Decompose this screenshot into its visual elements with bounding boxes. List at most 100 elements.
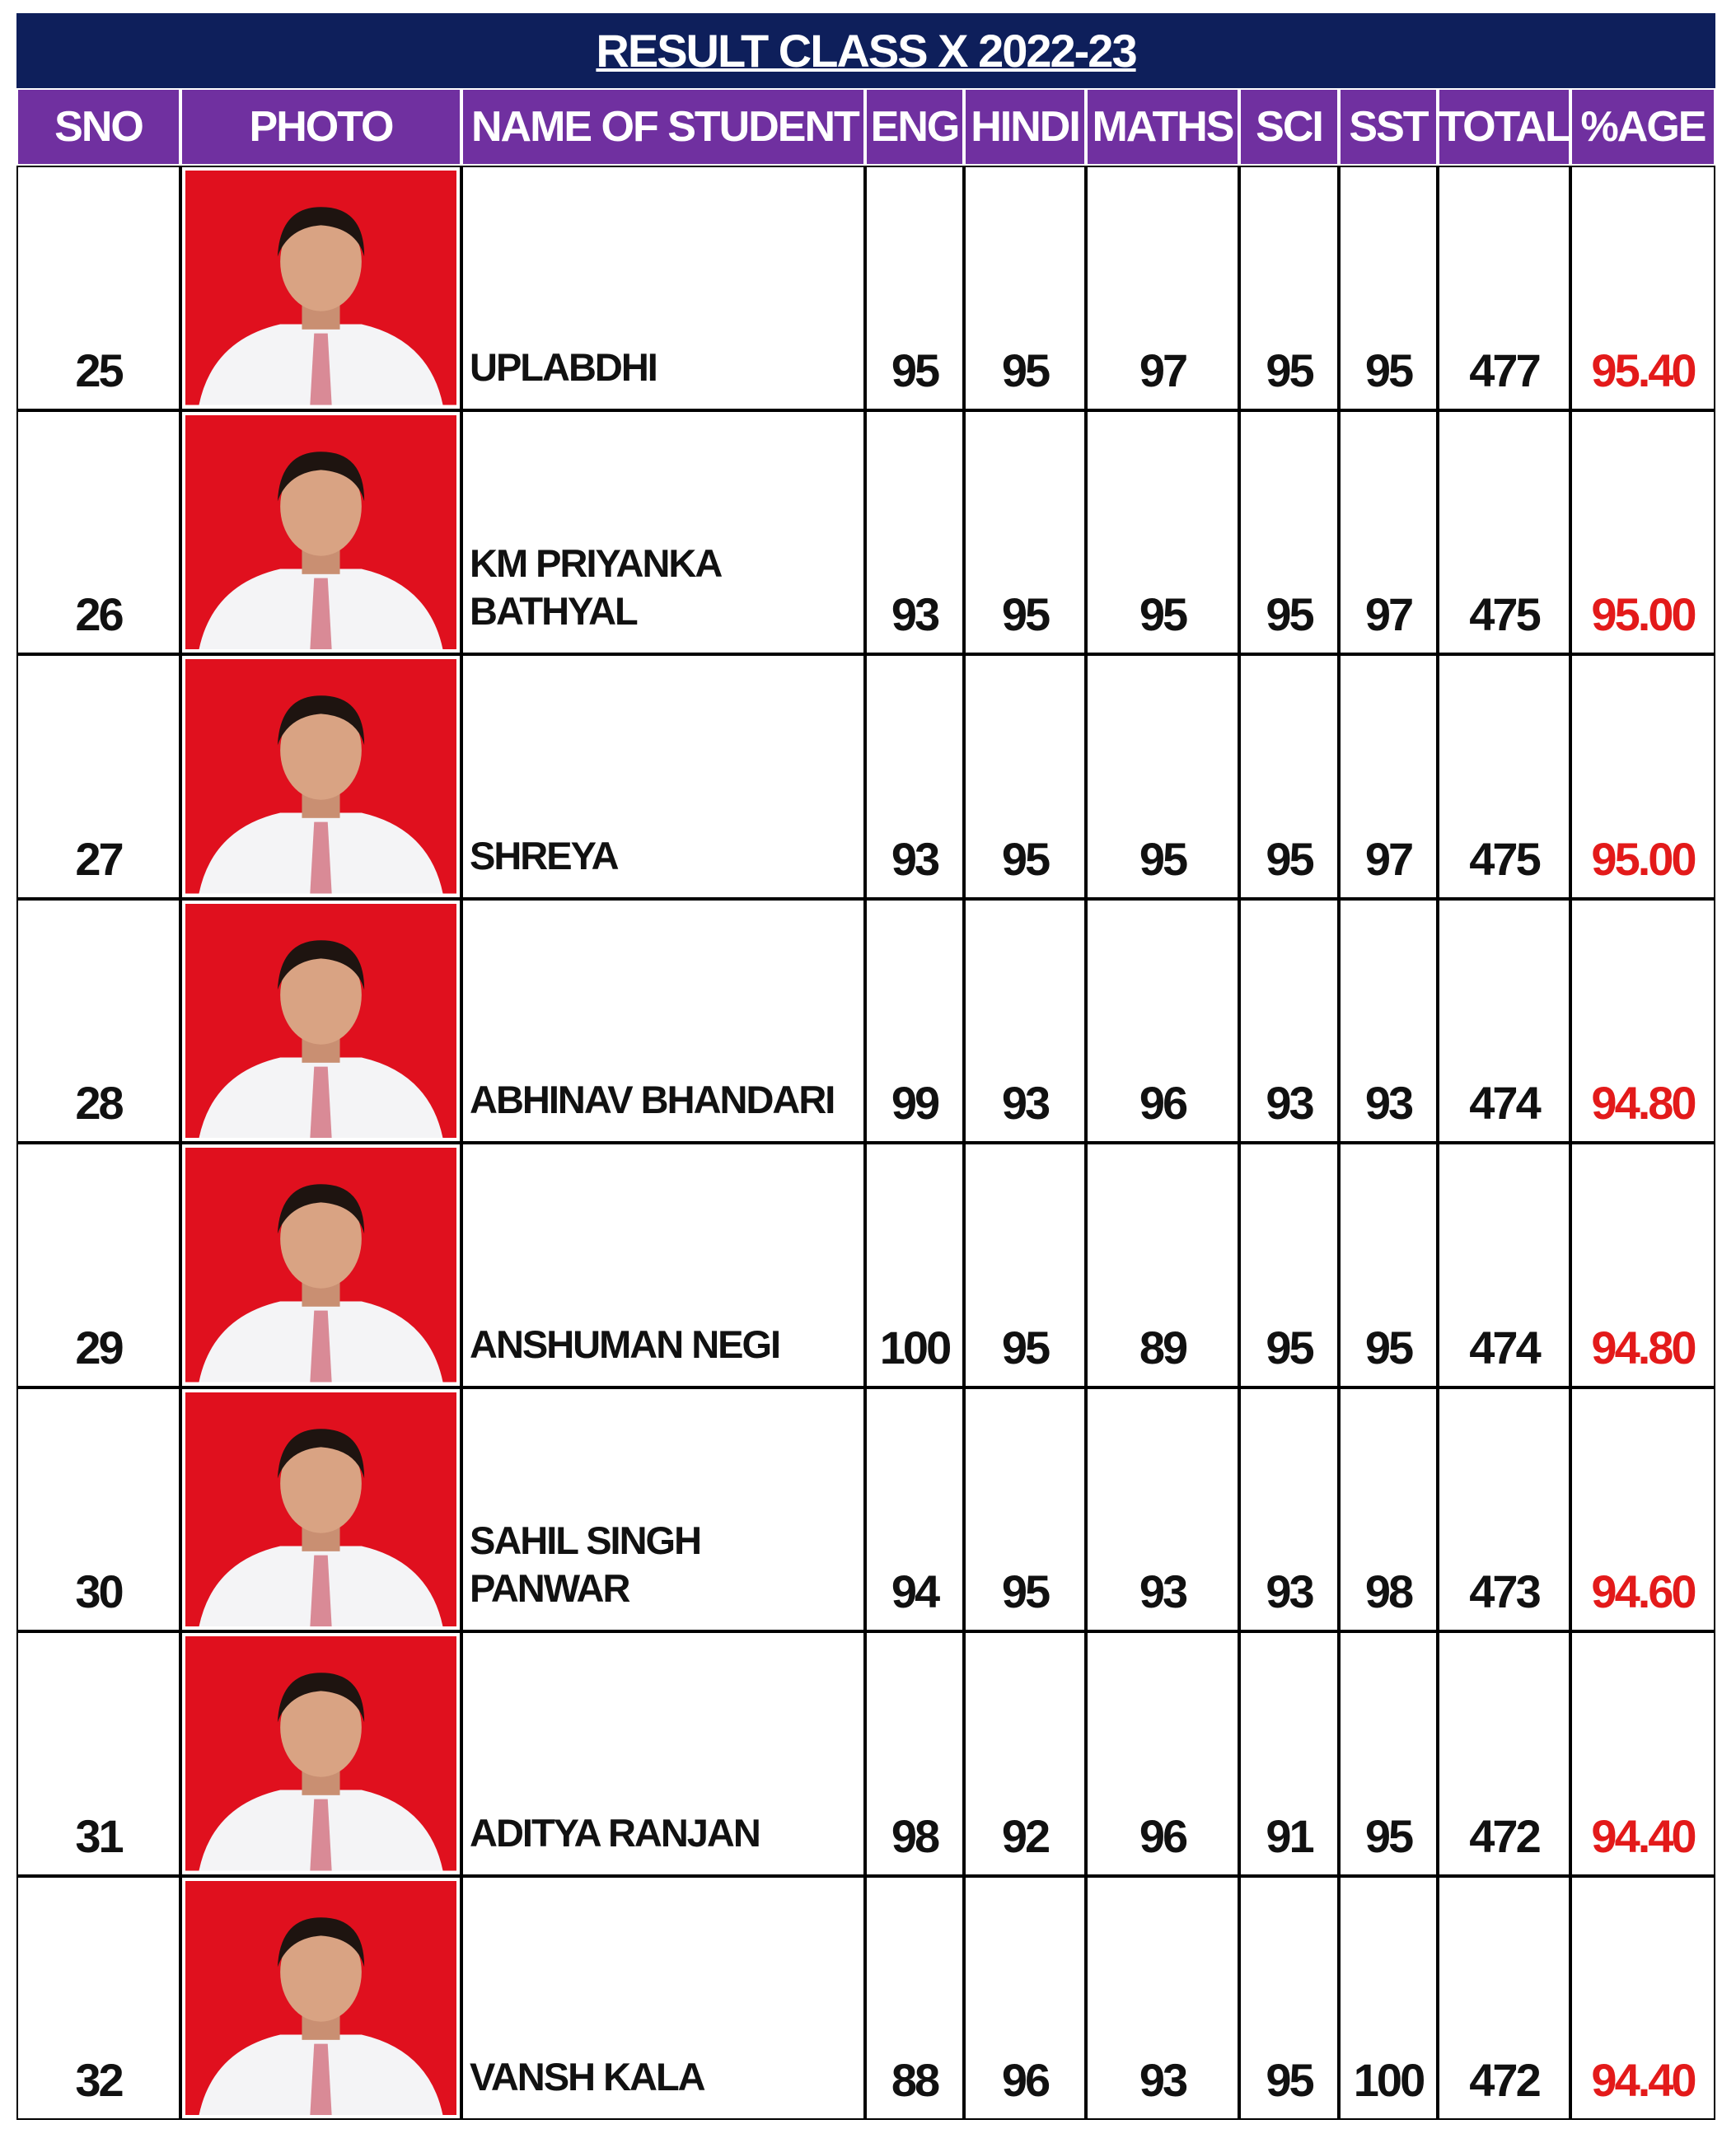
score-text: 95 <box>1364 344 1414 396</box>
score: 96 <box>1086 898 1239 1143</box>
column-header-text: NAME OF STUDENT <box>471 103 860 151</box>
column-header-text: ENG <box>870 103 961 151</box>
score-text: 95.40 <box>1591 344 1696 396</box>
score: 95 <box>964 409 1086 654</box>
column-header-text: SCI <box>1256 103 1324 151</box>
score-text: 94.80 <box>1591 1321 1696 1373</box>
score-text: 93 <box>1139 1565 1188 1617</box>
photo-cell <box>180 1631 461 1876</box>
score: 93 <box>865 654 964 899</box>
column-header: TOTAL <box>1438 88 1570 166</box>
serial-number: 32 <box>16 1875 180 2120</box>
column-header: HINDI <box>964 88 1086 166</box>
title-bar: RESULT CLASS X 2022-23 <box>16 13 1715 88</box>
column-header: SNO <box>16 88 180 166</box>
score-text: 100 <box>879 1321 952 1373</box>
score-text: 472 <box>1469 2054 1541 2106</box>
student-name-text: UPLABDHI <box>470 344 658 389</box>
score: 94.60 <box>1570 1387 1715 1631</box>
score: 95 <box>964 166 1086 410</box>
column-header: %AGE <box>1570 88 1715 166</box>
serial-number: 26 <box>16 409 180 654</box>
column-header-text: %AGE <box>1580 103 1707 151</box>
score-text: 95 <box>1266 1321 1314 1373</box>
student-name-text: ABHINAV BHANDARI <box>470 1078 835 1122</box>
column-header: SCI <box>1239 88 1339 166</box>
student-name: KM PRIYANKA BATHYAL <box>461 409 865 654</box>
score-text: 475 <box>1469 588 1541 640</box>
column-header: ENG <box>865 88 964 166</box>
score-text: 95 <box>1364 1321 1414 1373</box>
score: 93 <box>865 409 964 654</box>
column-header: NAME OF STUDENT <box>461 88 865 166</box>
student-name-text: ADITYA RANJAN <box>470 1810 761 1855</box>
score: 95 <box>1086 409 1239 654</box>
score: 95 <box>1239 654 1339 899</box>
student-name: ADITYA RANJAN <box>461 1631 865 1876</box>
student-name: SHREYA <box>461 654 865 899</box>
photo-cell <box>180 1875 461 2120</box>
photo <box>185 903 456 1138</box>
score-text: 473 <box>1469 1565 1541 1617</box>
score: 95 <box>1239 166 1339 410</box>
score-text: 472 <box>1469 1809 1541 1862</box>
score: 93 <box>964 898 1086 1143</box>
serial-number-text: 28 <box>75 1077 124 1129</box>
score: 472 <box>1438 1631 1570 1876</box>
score-text: 97 <box>1364 588 1414 640</box>
score: 475 <box>1438 409 1570 654</box>
score: 95 <box>1086 654 1239 899</box>
score: 472 <box>1438 1875 1570 2120</box>
score: 95 <box>1239 409 1339 654</box>
score-text: 95 <box>1364 1809 1414 1862</box>
serial-number-text: 27 <box>75 832 124 885</box>
student-name-text: KM PRIYANKA BATHYAL <box>470 540 722 634</box>
student-name: ANSHUMAN NEGI <box>461 1143 865 1387</box>
score-text: 475 <box>1469 832 1541 885</box>
score: 100 <box>1339 1875 1438 2120</box>
serial-number-text: 25 <box>75 344 124 396</box>
score-text: 93 <box>1266 1077 1314 1129</box>
score: 100 <box>865 1143 964 1387</box>
score-text: 95 <box>1266 2054 1314 2106</box>
score: 95 <box>1339 166 1438 410</box>
score-text: 94.40 <box>1591 2054 1696 2106</box>
title: RESULT CLASS X 2022-23 <box>596 25 1137 77</box>
score: 95 <box>964 1143 1086 1387</box>
student-name-text: VANSH KALA <box>470 2055 706 2099</box>
serial-number: 27 <box>16 654 180 899</box>
score: 97 <box>1339 654 1438 899</box>
serial-number: 31 <box>16 1631 180 1876</box>
column-header: MATHS <box>1086 88 1239 166</box>
score: 95 <box>1339 1631 1438 1876</box>
photo <box>185 1880 456 2115</box>
score: 96 <box>964 1875 1086 2120</box>
student-name: ABHINAV BHANDARI <box>461 898 865 1143</box>
serial-number-text: 32 <box>75 2054 124 2106</box>
score: 95 <box>964 1387 1086 1631</box>
score: 474 <box>1438 898 1570 1143</box>
score: 95 <box>1239 1143 1339 1387</box>
score: 474 <box>1438 1143 1570 1387</box>
student-name: SAHIL SINGH PANWAR <box>461 1387 865 1631</box>
score-text: 95.00 <box>1591 588 1696 640</box>
score-text: 95 <box>1001 588 1050 640</box>
score-text: 98 <box>891 1809 940 1862</box>
photo-cell <box>180 166 461 410</box>
score-text: 95 <box>1266 344 1314 396</box>
score-text: 93 <box>1001 1077 1050 1129</box>
score-text: 95 <box>1001 1565 1050 1617</box>
score: 94.40 <box>1570 1875 1715 2120</box>
column-header: PHOTO <box>180 88 461 166</box>
score: 95.00 <box>1570 409 1715 654</box>
score: 98 <box>865 1631 964 1876</box>
photo <box>185 1636 456 1871</box>
student-name: UPLABDHI <box>461 166 865 410</box>
score: 473 <box>1438 1387 1570 1631</box>
column-header-text: PHOTO <box>249 103 395 151</box>
score-text: 97 <box>1139 344 1188 396</box>
score-text: 92 <box>1001 1809 1050 1862</box>
serial-number-text: 29 <box>75 1321 124 1373</box>
column-header: SST <box>1339 88 1438 166</box>
score: 94.80 <box>1570 898 1715 1143</box>
